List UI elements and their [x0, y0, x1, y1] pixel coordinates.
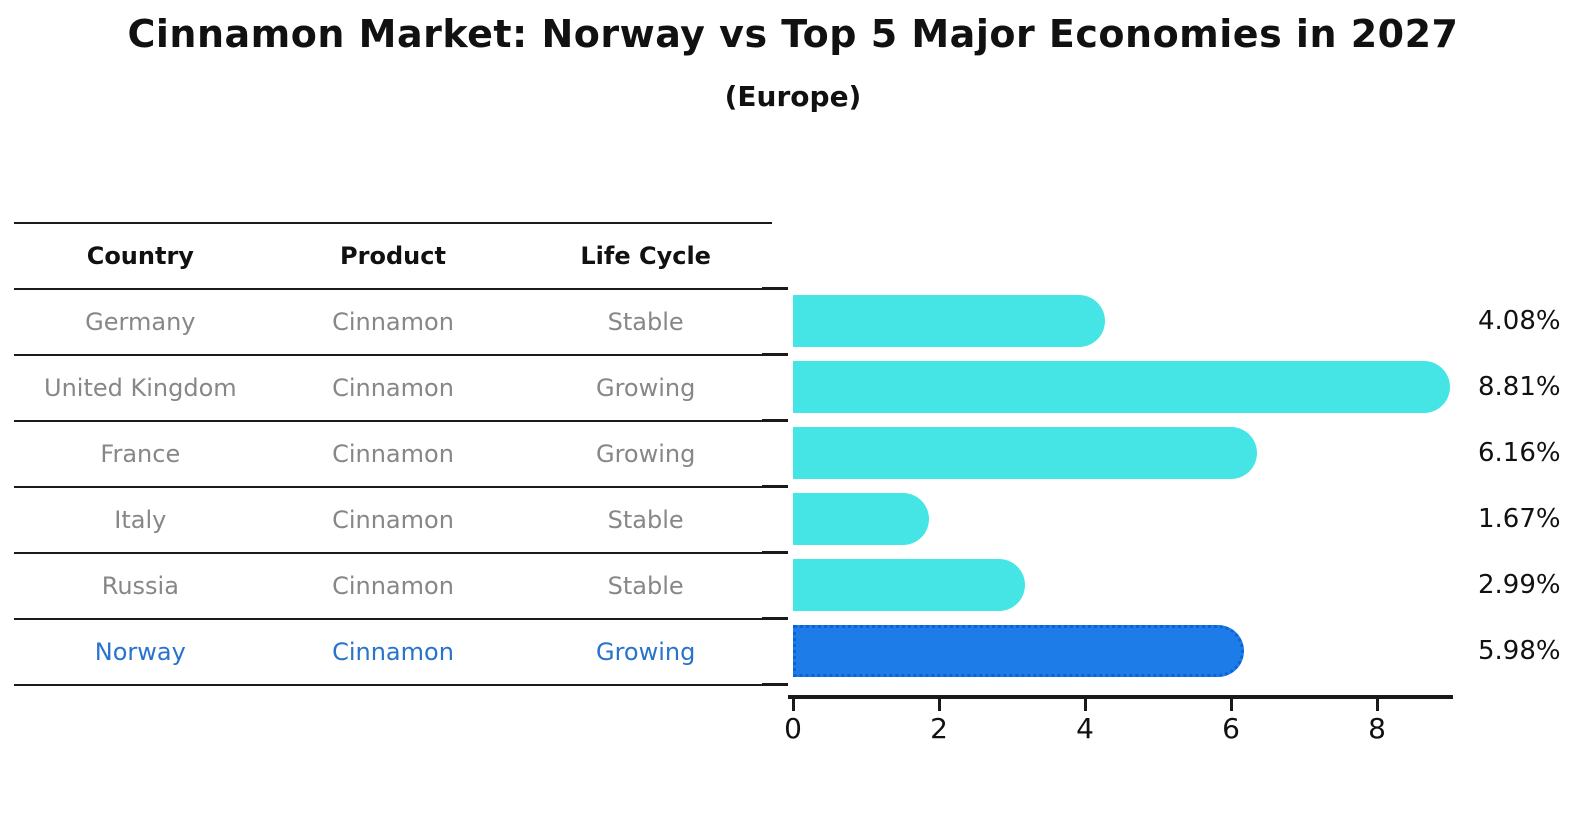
bar-france	[793, 427, 1257, 479]
table-cell-life-cycle: Growing	[595, 440, 696, 468]
x-tick-label: 0	[784, 712, 802, 745]
value-label-germany: 4.08%	[1478, 306, 1561, 336]
y-axis-tick	[762, 287, 788, 290]
chart-title: Cinnamon Market: Norway vs Top 5 Major E…	[127, 12, 1459, 56]
table-cell-country: France	[100, 440, 181, 468]
table-cell-life-cycle: Stable	[607, 308, 684, 336]
table-row-russia: Russia Cinnamon Stable	[14, 554, 772, 620]
table-cell-life-cycle: Stable	[607, 572, 684, 600]
data-table: Country Product Life Cycle Germany Cinnam…	[14, 222, 772, 686]
value-label-united-kingdom: 8.81%	[1478, 372, 1561, 402]
table-header-life-cycle: Life Cycle	[580, 242, 711, 270]
bar-norway	[793, 625, 1244, 677]
x-axis-tick	[1376, 699, 1379, 711]
y-axis-tick	[762, 551, 788, 554]
table-row-norway: Norway Cinnamon Growing	[14, 620, 772, 686]
value-label-russia: 2.99%	[1478, 570, 1561, 600]
table-cell-life-cycle: Growing	[595, 638, 696, 666]
table-row-germany: Germany Cinnamon Stable	[14, 290, 772, 356]
table-cell-product: Cinnamon	[332, 572, 454, 600]
table-row-france: France Cinnamon Growing	[14, 422, 772, 488]
table-cell-life-cycle: Growing	[595, 374, 696, 402]
table-cell-product: Cinnamon	[332, 440, 454, 468]
value-label-italy: 1.67%	[1478, 504, 1561, 534]
x-tick-label: 2	[930, 712, 948, 745]
table-cell-country: Italy	[114, 506, 167, 534]
x-tick-label: 4	[1076, 712, 1094, 745]
table-cell-product: Cinnamon	[332, 308, 454, 336]
bar-germany	[793, 295, 1105, 347]
y-axis-tick	[762, 683, 788, 686]
x-tick-label: 6	[1222, 712, 1240, 745]
table-header-row: Country Product Life Cycle	[14, 224, 772, 290]
table-cell-country: Germany	[85, 308, 196, 336]
y-axis-tick	[762, 353, 788, 356]
table-cell-country: United Kingdom	[44, 374, 237, 402]
x-axis-line	[788, 695, 1453, 699]
value-label-france: 6.16%	[1478, 438, 1561, 468]
table-cell-product: Cinnamon	[332, 638, 454, 666]
x-axis-tick	[1230, 699, 1233, 711]
table-cell-country: Norway	[94, 638, 186, 666]
bar-russia	[793, 559, 1025, 611]
table-header-country: Country	[86, 242, 194, 270]
table-cell-product: Cinnamon	[332, 374, 454, 402]
bar-italy	[793, 493, 929, 545]
table-cell-country: Russia	[101, 572, 179, 600]
table-cell-product: Cinnamon	[332, 506, 454, 534]
x-axis-tick	[938, 699, 941, 711]
y-axis-tick	[762, 485, 788, 488]
x-tick-label: 8	[1368, 712, 1386, 745]
x-axis-tick	[792, 699, 795, 711]
chart-subtitle: (Europe)	[724, 80, 862, 113]
y-axis-tick	[762, 419, 788, 422]
bar-united-kingdom	[793, 361, 1450, 413]
table-cell-life-cycle: Stable	[607, 506, 684, 534]
table-row-united-kingdom: United Kingdom Cinnamon Growing	[14, 356, 772, 422]
table-header-product: Product	[340, 242, 446, 270]
y-axis-tick	[762, 617, 788, 620]
value-label-norway: 5.98%	[1478, 636, 1561, 666]
x-axis-tick	[1084, 699, 1087, 711]
table-row-italy: Italy Cinnamon Stable	[14, 488, 772, 554]
